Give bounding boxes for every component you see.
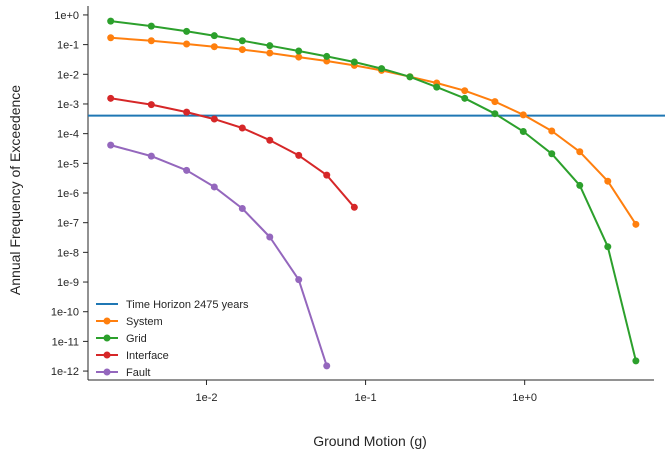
data-point-grid — [406, 73, 414, 81]
legend-label: Time Horizon 2475 years — [126, 299, 249, 311]
data-point-interface — [107, 94, 115, 102]
data-point-interface — [183, 108, 191, 116]
data-point-system — [519, 111, 527, 119]
y-tick-label: 1e-8 — [57, 247, 79, 259]
data-point-system — [147, 37, 155, 45]
data-point-system — [183, 40, 191, 48]
data-point-interface — [238, 124, 246, 132]
data-point-interface — [295, 151, 303, 159]
y-tick-label: 1e-1 — [57, 40, 79, 52]
series-interface — [107, 94, 358, 211]
data-point-system — [238, 46, 246, 54]
y-tick-label: 1e-5 — [57, 158, 79, 170]
data-point-grid — [548, 150, 556, 158]
series-system — [107, 34, 640, 228]
data-point-interface — [350, 203, 358, 211]
data-point-fault — [295, 276, 303, 284]
y-tick-label: 1e-9 — [57, 277, 79, 289]
data-point-system — [491, 98, 499, 106]
data-point-grid — [519, 128, 527, 136]
data-point-grid — [378, 65, 386, 73]
legend-marker — [103, 334, 111, 342]
y-tick-label: 1e-4 — [57, 129, 79, 141]
data-point-interface — [266, 136, 274, 144]
y-tick-label: 1e-11 — [52, 336, 79, 348]
data-point-system — [604, 177, 612, 185]
data-point-fault — [266, 233, 274, 241]
legend-label: System — [126, 316, 163, 328]
x-tick-label: 1e+0 — [512, 392, 537, 404]
data-point-grid — [461, 94, 469, 102]
data-point-fault — [323, 362, 331, 370]
data-point-grid — [107, 17, 115, 25]
y-tick-label: 1e-7 — [57, 218, 79, 230]
data-point-fault — [238, 205, 246, 213]
data-point-grid — [576, 181, 584, 189]
data-point-system — [576, 148, 584, 156]
legend-item-system: System — [96, 316, 163, 328]
x-tick-label: 1e-2 — [195, 392, 217, 404]
legend: Time Horizon 2475 years System Grid Interfa… — [96, 299, 249, 379]
legend-label: Fault — [126, 367, 150, 379]
x-ticks: 1e-2 1e-1 1e+0 — [195, 380, 537, 404]
series-line-fault — [110, 144, 328, 367]
data-point-grid — [210, 32, 218, 40]
data-point-fault — [107, 141, 115, 149]
legend-marker — [103, 317, 111, 325]
data-point-system — [632, 220, 640, 228]
data-point-grid — [238, 37, 246, 45]
data-point-grid — [147, 22, 155, 30]
legend-item-time-horizon-2475-years: Time Horizon 2475 years — [96, 299, 249, 311]
data-point-interface — [147, 101, 155, 109]
data-point-system — [266, 49, 274, 57]
axes — [87, 6, 654, 381]
legend-label: Grid — [126, 333, 147, 345]
data-point-system — [210, 43, 218, 51]
y-tick-label: 1e-6 — [57, 188, 79, 200]
legend-item-interface: Interface — [96, 350, 169, 362]
data-point-grid — [266, 42, 274, 50]
data-point-grid — [433, 83, 441, 91]
data-point-grid — [350, 58, 358, 66]
y-axis-title: Annual Frequency of Exceedence — [7, 85, 23, 295]
data-point-grid — [632, 357, 640, 365]
data-point-grid — [604, 243, 612, 251]
x-tick-label: 1e-1 — [355, 392, 377, 404]
data-point-fault — [147, 152, 155, 160]
data-point-system — [295, 53, 303, 61]
data-point-fault — [183, 166, 191, 174]
y-tick-label: 1e-3 — [57, 99, 79, 111]
y-tick-label: 1e-10 — [51, 307, 79, 319]
data-point-grid — [323, 52, 331, 60]
legend-item-fault: Fault — [96, 367, 150, 379]
data-point-fault — [210, 183, 218, 191]
y-tick-label: 1e-2 — [57, 69, 79, 81]
data-point-system — [548, 127, 556, 135]
y-tick-label: 1e-12 — [51, 366, 79, 378]
data-point-grid — [491, 110, 499, 118]
y-tick-label: 1e+0 — [54, 10, 79, 22]
data-point-grid — [183, 27, 191, 35]
data-point-interface — [210, 115, 218, 123]
series-grid — [107, 17, 640, 365]
series-fault — [107, 141, 331, 370]
x-axis-title: Ground Motion (g) — [313, 433, 427, 449]
data-point-system — [107, 34, 115, 42]
series-group — [107, 17, 640, 370]
y-ticks: 1e+0 1e-1 1e-2 1e-3 1e-4 1e-5 1e-6 1e-7 1e-8 1e-9… — [51, 10, 88, 378]
data-point-interface — [323, 171, 331, 179]
legend-label: Interface — [126, 350, 169, 362]
legend-marker — [103, 368, 111, 376]
legend-marker — [103, 351, 111, 359]
legend-item-grid: Grid — [96, 333, 147, 345]
data-point-system — [461, 87, 469, 95]
data-point-grid — [295, 47, 303, 55]
